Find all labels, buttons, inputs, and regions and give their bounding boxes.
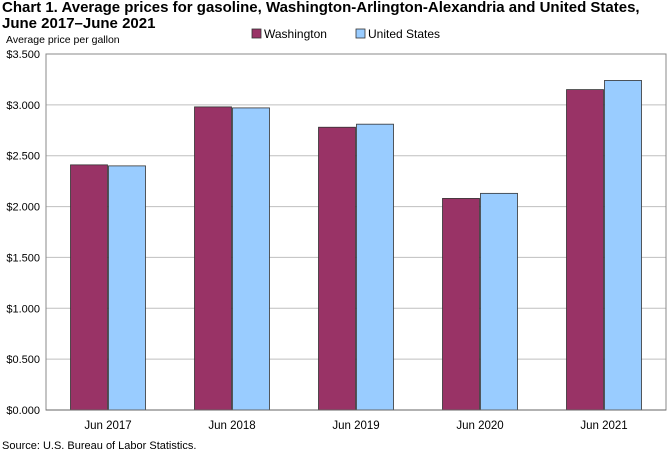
- bar-united-states: [108, 165, 146, 411]
- y-tick-label: $1.000: [6, 303, 40, 315]
- y-tick-label: $1.500: [6, 252, 40, 264]
- y-tick-label: $2.000: [6, 202, 40, 214]
- x-tick-label: Jun 2021: [580, 420, 627, 432]
- bar-united-states: [604, 80, 642, 411]
- bar-washington: [70, 164, 108, 411]
- bar-united-states: [356, 123, 394, 411]
- y-tick-label: $3.500: [6, 49, 40, 61]
- legend-swatch-washington: [251, 28, 262, 39]
- chart-title: Chart 1. Average prices for gasoline, Wa…: [2, 0, 640, 32]
- bar-united-states: [480, 192, 518, 411]
- bar-washington: [318, 126, 356, 411]
- x-tick-label: Jun 2018: [208, 420, 255, 432]
- x-tick-label: Jun 2017: [84, 420, 131, 432]
- bar-washington: [442, 198, 480, 411]
- y-tick-label: $2.500: [6, 151, 40, 163]
- plot-area: $0.000 $0.500 $1.000 $1.500 $2.000 $2.500 $3.0…: [6, 49, 667, 432]
- x-tick-label: Jun 2020: [456, 420, 503, 432]
- y-tick-label: $0.000: [6, 405, 40, 417]
- y-axis-title: Average price per gallon: [6, 34, 120, 46]
- source-note: Source: U.S. Bureau of Labor Statistics.: [2, 440, 197, 452]
- legend: Washington United States: [251, 27, 440, 41]
- bar-united-states: [232, 107, 270, 411]
- y-tick-label: $0.500: [6, 354, 40, 366]
- legend-label: Washington: [264, 27, 327, 41]
- legend-label: United States: [368, 27, 440, 41]
- x-tick-label: Jun 2019: [332, 420, 379, 432]
- legend-swatch-united-states: [355, 28, 366, 39]
- y-tick-label: $3.000: [6, 100, 40, 112]
- bar-washington: [194, 106, 232, 411]
- bar-washington: [566, 89, 604, 411]
